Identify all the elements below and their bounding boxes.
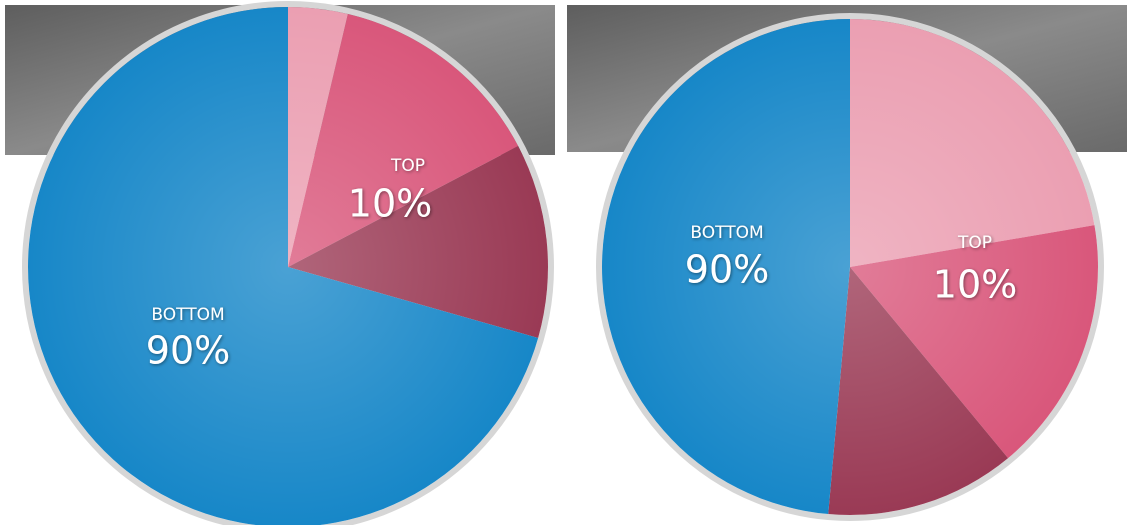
pie-rim [22,1,554,525]
pie-shine [602,19,1098,515]
slice-label: 90% [146,329,230,373]
slice-label: BOTTOM [690,223,763,243]
pie-shine [28,7,548,525]
slice-label: TOP [957,233,992,253]
slice-label: BOTTOM [151,305,224,325]
pie-rim [596,13,1104,521]
slice-label: 10% [348,182,432,226]
slice-label: 10% [933,263,1017,307]
slice-label: 90% [685,248,769,292]
slice-label: TOP [390,156,425,176]
